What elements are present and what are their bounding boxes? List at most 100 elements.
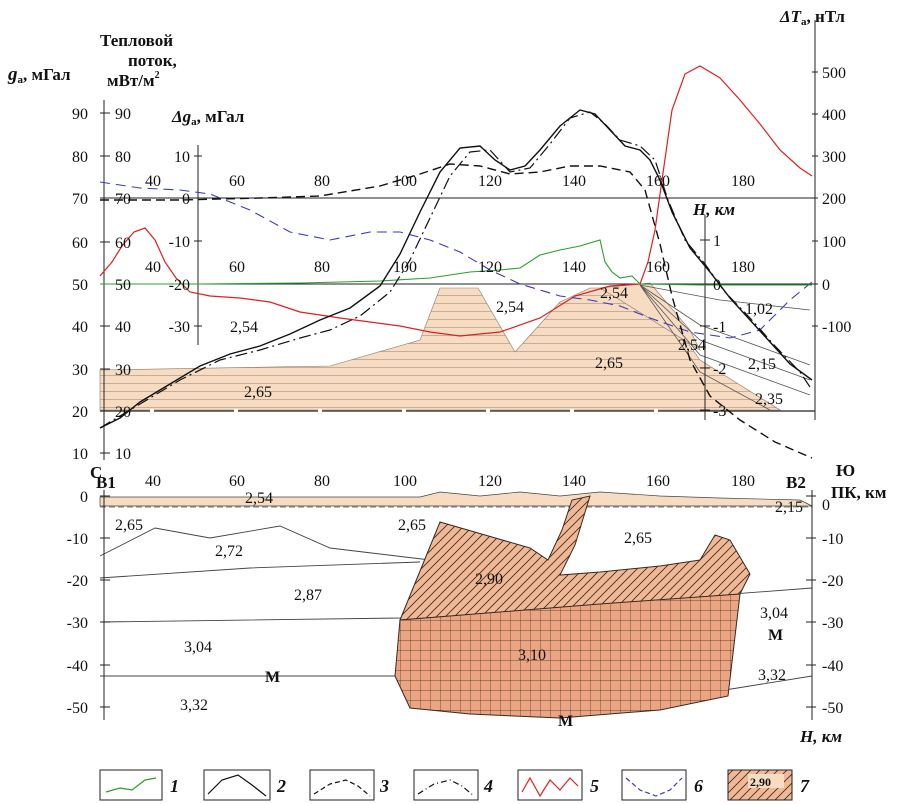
sediment-layer-2-65-left [99,287,782,411]
heat-tick: 80 [115,149,131,166]
heat-tick: 10 [115,446,131,463]
h-tick: -3 [713,403,726,420]
x-tick: 60 [229,259,245,276]
density-label: 2,65 [595,355,623,372]
x-tick: 120 [478,473,502,490]
depth-tick: -50 [67,700,88,717]
x-tick: 100 [393,473,417,490]
moho-label: М [265,669,280,686]
heat-title-line3: мВт/м2 [107,70,160,90]
density-label: 2,54 [496,299,524,316]
depth-tick: -10 [822,531,843,548]
density-label: 3,04 [184,639,212,656]
dt-tick: 0 [822,277,830,294]
heat-title-line2: поток, [128,51,177,70]
x-tick: 140 [562,473,586,490]
dg-tick: 0 [182,191,190,208]
x-tick: 60 [229,173,245,190]
x-ticks-lower: 40 60 80 100 120 140 160 180 [145,259,755,276]
x-ticks-upper: 40 60 80 100 120 140 160 180 [145,173,755,190]
x-tick: 180 [731,173,755,190]
depth-tick: -40 [822,658,843,675]
body-3-10 [394,593,741,719]
legend-swatch-5 [517,769,583,801]
depth-tick: -10 [67,531,88,548]
heat-tick: 20 [115,404,131,421]
x-tick: 140 [562,173,586,190]
g-tick: 80 [72,149,88,166]
density-label: 3,10 [518,647,546,664]
h-tick: 0 [713,277,721,294]
curve-5-heat-flow [99,65,813,337]
density-label: 2,87 [294,587,322,604]
g-tick: 90 [72,106,88,123]
density-label: 3,32 [180,697,208,714]
depth-tick: -30 [822,615,843,632]
density-label: 2,65 [398,517,426,534]
x-tick: 160 [646,173,670,190]
dt-axis-title: ΔTa, нТл [779,7,845,28]
x-tick: 140 [562,259,586,276]
dg-tick: 10 [174,149,190,166]
x-tick: 80 [314,173,330,190]
density-label: 2,90 [475,571,503,588]
density-label: 2,54 [230,319,258,336]
g-tick: 30 [72,362,88,379]
density-label: 2,65 [244,384,272,401]
layer-boundaries [639,284,811,411]
depth-tick: 0 [80,489,88,506]
density-label: 2,54 [600,285,628,302]
legend-swatch-7-label: 2,90 [750,775,771,789]
legend-label-6: 6 [694,776,703,796]
legend: 1 2 3 4 5 6 2,90 7 [99,769,810,801]
dt-tick: 100 [822,234,846,251]
h-tick: -2 [713,361,726,378]
depth-ticks-right: 0 -10 -20 -30 -40 -50 [822,497,843,717]
dt-tick: 200 [822,191,846,208]
x-tick: 180 [731,259,755,276]
g-tick: 60 [72,235,88,252]
legend-label-4: 4 [483,776,493,796]
x-tick: 80 [314,259,330,276]
moho-label: М [768,627,783,644]
x-ticks-bottom: 40 60 80 100 120 140 160 180 [145,473,755,490]
density-label: 2,35 [755,391,783,408]
x-tick: 80 [314,473,330,490]
moho-label: М [558,713,573,730]
legend-label-1: 1 [170,776,179,796]
h-axis-ticks: 1 0 -1 -2 -3 [713,233,726,420]
left-profile-point: В1 [96,473,116,492]
dg-tick: -20 [169,277,190,294]
h-axis-title-bottom: H, км [799,727,842,746]
legend-label-3: 3 [379,776,389,796]
g-tick: 70 [72,191,88,208]
x-tick: 180 [731,473,755,490]
x-tick: 120 [478,259,502,276]
depth-tick: -50 [822,700,843,717]
heat-tick: 30 [115,362,131,379]
dg-axis-title: Δga, мГал [171,107,245,128]
x-tick: 100 [393,259,417,276]
dt-tick: 500 [822,65,846,82]
bottom-panel: С В1 Ю В2 ПК, км H, км 40 60 80 100 120 … [67,461,887,746]
density-label: 2,65 [624,530,652,547]
bottom-density-labels: 2,54 2,15 2,65 2,72 2,65 2,65 2,90 2,87 … [115,490,803,714]
legend-label-7: 7 [800,776,810,796]
top-density-labels: 2,54 2,54 2,54 2,54 2,65 2,65 1,02 2,15 … [230,285,783,408]
depth-tick: -30 [67,615,88,632]
moho-labels: М М М [265,627,783,730]
g-axis-title: ga, мГал [7,64,71,86]
legend-label-5: 5 [590,776,599,796]
density-label: 2,15 [775,499,803,516]
heat-axis-ticks: 90 80 70 60 50 40 30 20 10 [115,106,131,463]
depth-tick: 0 [822,497,830,514]
heat-tick: 70 [115,191,131,208]
legend-swatch-2 [203,769,271,801]
legend-swatch-4 [413,769,479,801]
g-tick: 10 [72,446,88,463]
curve-3-model [100,163,813,459]
heat-title-line1: Тепловой [100,31,173,50]
dt-tick: 300 [822,149,846,166]
g-tick: 20 [72,404,88,421]
